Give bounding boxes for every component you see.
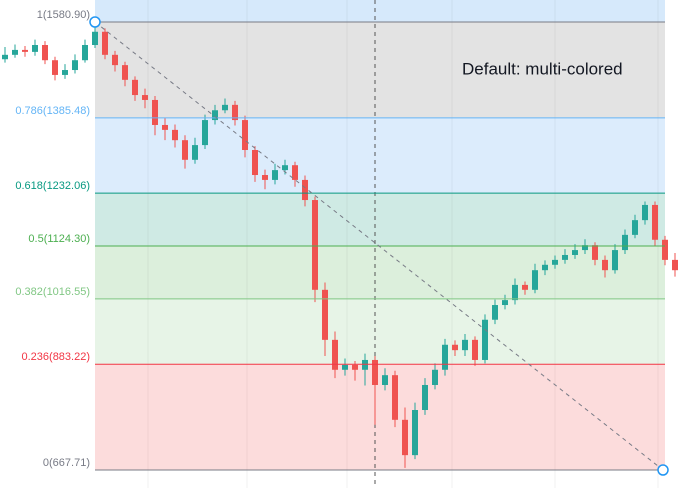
- candle-body: [262, 175, 268, 180]
- candle-body: [492, 305, 498, 320]
- candle-body: [452, 344, 458, 351]
- candle-body: [482, 319, 488, 360]
- fib-bands: [95, 0, 665, 470]
- candle-body: [632, 220, 638, 235]
- fib-level-label: 0(667.71): [43, 457, 90, 469]
- candle-body: [72, 60, 78, 71]
- candle-body: [352, 364, 358, 370]
- candle-body: [342, 364, 348, 370]
- candle-body: [52, 60, 58, 75]
- candle-body: [522, 284, 528, 290]
- candle-body: [312, 200, 318, 290]
- candle-body: [222, 104, 228, 111]
- fib-band: [95, 298, 665, 365]
- candle-body: [622, 234, 628, 251]
- candle-body: [182, 140, 188, 160]
- candle-body: [272, 170, 278, 180]
- candle-body: [292, 165, 298, 180]
- candle-body: [472, 339, 478, 360]
- fib-level-label: 0.382(1016.55): [15, 286, 90, 298]
- fib-band: [95, 246, 665, 299]
- candle-body: [662, 239, 668, 260]
- trend-handle: [657, 464, 669, 476]
- candle-body: [252, 149, 258, 176]
- candle-body: [412, 410, 418, 456]
- candle-body: [512, 284, 518, 301]
- candle-body: [572, 250, 578, 255]
- candle-body: [542, 264, 548, 271]
- candle-body: [282, 165, 288, 171]
- overlay: 1(1580.90) 0.786(1385.48) 0.618(1232.06) 0.…: [15, 9, 669, 476]
- candle-body: [302, 179, 308, 201]
- candle-body: [62, 70, 68, 75]
- candle-body: [562, 254, 568, 260]
- candle-body: [152, 99, 158, 125]
- annotation: Default: multi-colored: [462, 59, 623, 78]
- fib-band: [95, 193, 665, 247]
- candle-body: [462, 339, 468, 351]
- fib-band: [95, 22, 665, 118]
- candle-body: [2, 54, 8, 60]
- fib-level-label: 0.786(1385.48): [15, 105, 90, 117]
- candle-body: [82, 45, 88, 61]
- candle-body: [652, 204, 658, 240]
- candle-body: [212, 110, 218, 121]
- candle-body: [552, 259, 558, 265]
- candle-body: [392, 375, 398, 420]
- candle-body: [432, 369, 438, 385]
- top-band: [95, 0, 665, 22]
- candle-body: [162, 124, 168, 130]
- candles: [2, 23, 678, 468]
- fib-level-label: 0.618(1232.06): [15, 180, 90, 192]
- candle-body: [672, 259, 678, 271]
- candle-body: [122, 65, 128, 80]
- fib-level-label: 0.5(1124.30): [28, 233, 90, 245]
- candle-body: [102, 31, 108, 55]
- candle-body: [532, 270, 538, 290]
- candle-body: [382, 375, 388, 385]
- candle-body: [422, 384, 428, 411]
- candle-body: [602, 259, 608, 271]
- candle-body: [142, 95, 148, 100]
- candle-body: [202, 120, 208, 146]
- candle-body: [42, 45, 48, 61]
- fib-level-label: 1(1580.90): [37, 9, 90, 21]
- candle-body: [592, 245, 598, 260]
- candle-body: [12, 49, 18, 55]
- candle-body: [32, 45, 38, 52]
- trend-line: [94, 21, 664, 471]
- candle-body: [582, 245, 588, 251]
- candle-body: [322, 289, 328, 340]
- candle-body: [612, 250, 618, 271]
- candle-body: [92, 31, 98, 46]
- candle-body: [362, 359, 368, 370]
- candle-body: [22, 49, 28, 52]
- candle-body: [232, 104, 238, 121]
- candle-body: [642, 204, 648, 221]
- trend-handle: [89, 16, 101, 28]
- candle-body: [402, 419, 408, 456]
- fib-band: [95, 117, 665, 194]
- candle-body: [172, 129, 178, 141]
- candle-body: [332, 339, 338, 370]
- candle-body: [242, 120, 248, 150]
- candle-body: [372, 359, 378, 385]
- candle-body: [192, 145, 198, 160]
- candle-body: [132, 79, 138, 96]
- candle-body: [442, 344, 448, 370]
- candle-body: [112, 54, 118, 66]
- grid: [147, 0, 659, 488]
- fib-level-label: 0.236(883.22): [22, 351, 91, 363]
- fib-band: [95, 364, 665, 470]
- candle-body: [502, 300, 508, 306]
